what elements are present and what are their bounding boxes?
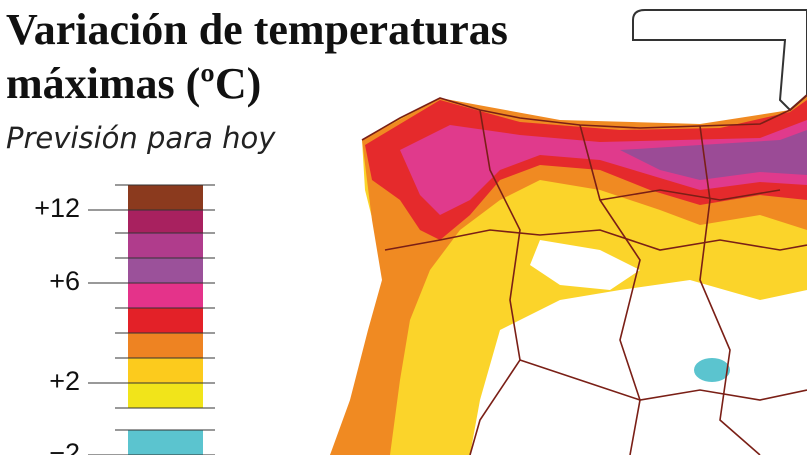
borders [361, 94, 807, 455]
legend: +12 +6 +2 −2 [34, 184, 215, 455]
interior-white-2 [530, 240, 640, 290]
title: máximas (ºC) [6, 59, 262, 108]
cool-spot [694, 358, 730, 382]
map [330, 9, 807, 455]
legend-swatch [128, 233, 203, 258]
top-right-inset [632, 9, 807, 112]
legend-swatch [128, 358, 203, 383]
legend-swatch [128, 258, 203, 283]
legend-swatch [128, 408, 203, 430]
legend-swatch [128, 185, 203, 210]
legend-label: +2 [49, 366, 80, 396]
legend-swatch [128, 210, 203, 233]
legend-swatch [128, 308, 203, 333]
band-purple [620, 130, 807, 180]
legend-swatch [128, 430, 203, 455]
subtitle: Previsión para hoy [6, 121, 276, 155]
band-magenta [400, 120, 807, 215]
legend-label: +6 [49, 266, 80, 296]
interior-white [470, 280, 807, 455]
legend-label: −2 [49, 438, 80, 455]
legend-swatch [128, 333, 203, 358]
legend-label: +12 [34, 193, 80, 223]
legend-swatch [128, 383, 203, 408]
title: Variación de temperaturas [6, 5, 508, 54]
legend-swatch [128, 283, 203, 308]
